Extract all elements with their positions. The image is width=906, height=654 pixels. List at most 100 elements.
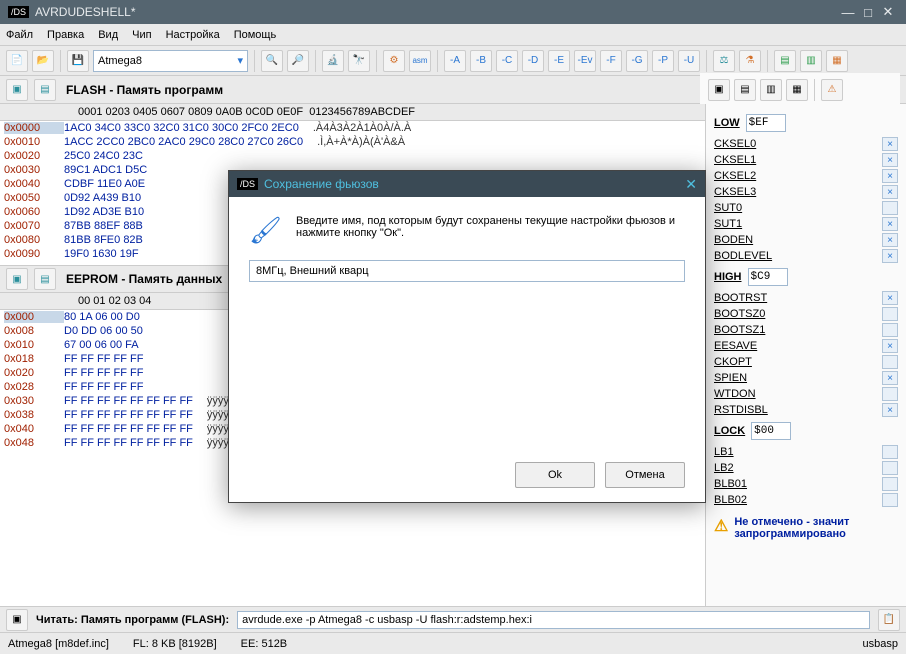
fuse-bit-checkbox[interactable]: × <box>882 291 898 305</box>
chip-select[interactable]: Atmega8▾ <box>93 50 248 72</box>
fuse-bit-row: SPIEN× <box>714 370 898 386</box>
dialog-close-icon[interactable]: ✕ <box>685 176 697 193</box>
menu-file[interactable]: Файл <box>6 29 33 41</box>
flash-btn-r2[interactable]: ▤ <box>734 79 756 101</box>
menu-settings[interactable]: Настройка <box>166 29 220 41</box>
fuse-bit-name: CKSEL2 <box>714 170 756 182</box>
flag-p[interactable]: -P <box>652 50 674 72</box>
fuse-bit-row: BODEN × <box>714 232 898 248</box>
flag-g[interactable]: -G <box>626 50 648 72</box>
fuse-bit-checkbox[interactable]: × <box>882 185 898 199</box>
brush-icon: 🖌 <box>249 215 282 246</box>
flash-btn-r1[interactable]: ▣ <box>708 79 730 101</box>
flash-btn-1[interactable]: ▣ <box>6 79 28 101</box>
fuse-bit-checkbox[interactable]: × <box>882 403 898 417</box>
fuse-bit-checkbox[interactable] <box>882 355 898 369</box>
minimize-button[interactable]: — <box>838 5 858 20</box>
fuse-value-input[interactable] <box>751 422 791 440</box>
dialog-message: Введите имя, под которым будут сохранены… <box>296 215 685 239</box>
flag-c[interactable]: -C <box>496 50 518 72</box>
save-icon[interactable]: 💾 <box>67 50 89 72</box>
app-icon: /DS <box>8 6 29 18</box>
fuse-bit-checkbox[interactable]: × <box>882 169 898 183</box>
dialog-titlebar: /DS Сохранение фьюзов ✕ <box>229 171 705 197</box>
flag-a[interactable]: -A <box>444 50 466 72</box>
menu-chip[interactable]: Чип <box>132 29 151 41</box>
fuse-value-input[interactable] <box>746 114 786 132</box>
fuse-bit-checkbox[interactable]: × <box>882 153 898 167</box>
flag-b[interactable]: -B <box>470 50 492 72</box>
cmd-copy-icon[interactable]: 📋 <box>878 609 900 631</box>
flag-f[interactable]: -F <box>600 50 622 72</box>
fuse-bit-checkbox[interactable] <box>882 201 898 215</box>
tool-icon-7[interactable]: ⚗ <box>739 50 761 72</box>
tool-icon-10[interactable]: ▦ <box>826 50 848 72</box>
fuse-bit-name: BODLEVEL <box>714 250 772 262</box>
menu-help[interactable]: Помощь <box>234 29 277 41</box>
fuse-bit-checkbox[interactable] <box>882 461 898 475</box>
flash-row[interactable]: 0x002025C0 24C0 23C <box>0 149 705 163</box>
fuse-bit-name: RSTDISBL <box>714 404 768 416</box>
main-toolbar: 📄 📂 💾 Atmega8▾ 🔍 🔎 🔬 🔭 ⚙ asm -A -B -C -D… <box>0 46 906 76</box>
tool-icon-2[interactable]: 🔎 <box>287 50 309 72</box>
fuse-bit-row: CKSEL2 × <box>714 168 898 184</box>
menu-edit[interactable]: Правка <box>47 29 84 41</box>
fuse-bit-checkbox[interactable]: × <box>882 217 898 231</box>
fuse-bit-checkbox[interactable] <box>882 477 898 491</box>
maximize-button[interactable]: □ <box>858 5 878 20</box>
fuse-value-input[interactable] <box>748 268 788 286</box>
cmd-input[interactable] <box>237 611 870 629</box>
dialog-title-text: Сохранение фьюзов <box>264 177 685 191</box>
fuse-bit-checkbox[interactable] <box>882 387 898 401</box>
fuse-bit-checkbox[interactable]: × <box>882 339 898 353</box>
asm-icon[interactable]: asm <box>409 50 431 72</box>
flash-label: FLASH - Память программ <box>66 83 223 97</box>
fuse-bit-checkbox[interactable]: × <box>882 137 898 151</box>
flag-ev[interactable]: -Ev <box>574 50 596 72</box>
flash-btn-r4[interactable]: ▦ <box>786 79 808 101</box>
tool-icon-3[interactable]: 🔬 <box>322 50 344 72</box>
tool-icon-6[interactable]: ⚖ <box>713 50 735 72</box>
flash-header: 0001 0203 0405 0607 0809 0A0B 0C0D 0E0F … <box>0 104 705 121</box>
ee-btn-2[interactable]: ▤ <box>34 268 56 290</box>
flag-d[interactable]: -D <box>522 50 544 72</box>
flash-btn-r3[interactable]: ▥ <box>760 79 782 101</box>
open-icon[interactable]: 📂 <box>32 50 54 72</box>
new-icon[interactable]: 📄 <box>6 50 28 72</box>
cmd-label: Читать: Память программ (FLASH): <box>36 614 229 626</box>
flash-btn-2[interactable]: ▤ <box>34 79 56 101</box>
cancel-button[interactable]: Отмена <box>605 462 685 488</box>
fuse-bit-checkbox[interactable] <box>882 323 898 337</box>
tool-icon-1[interactable]: 🔍 <box>261 50 283 72</box>
flash-row[interactable]: 0x00101ACC 2CC0 2BC0 2AC0 29C0 28C0 27C0… <box>0 135 705 149</box>
fuses-pane: LOWCKSEL0×CKSEL1×CKSEL2×CKSEL3×SUT0SUT1×… <box>706 104 906 606</box>
fuse-bit-row: BOOTSZ0 <box>714 306 898 322</box>
flash-btn-r5[interactable]: ⚠ <box>821 79 843 101</box>
tool-icon-5[interactable]: ⚙ <box>383 50 405 72</box>
fuse-name-input[interactable] <box>249 260 685 282</box>
ok-button[interactable]: Ok <box>515 462 595 488</box>
fuse-bit-checkbox[interactable]: × <box>882 233 898 247</box>
fuse-bit-name: BODEN <box>714 234 753 246</box>
fuse-bit-name: SUT0 <box>714 202 742 214</box>
menu-view[interactable]: Вид <box>98 29 118 41</box>
flash-toolbar: ▣ ▤ FLASH - Память программ ▣ ▤ ▥ ▦ ⚠ <box>0 76 906 104</box>
tool-icon-9[interactable]: ▥ <box>800 50 822 72</box>
fuse-bit-row: BOOTSZ1 <box>714 322 898 338</box>
tool-icon-4[interactable]: 🔭 <box>348 50 370 72</box>
fuse-bit-checkbox[interactable] <box>882 307 898 321</box>
fuse-bit-checkbox[interactable]: × <box>882 249 898 263</box>
flag-e[interactable]: -E <box>548 50 570 72</box>
cmd-icon[interactable]: ▣ <box>6 609 28 631</box>
fuse-bit-row: RSTDISBL × <box>714 402 898 418</box>
fuse-bit-checkbox[interactable] <box>882 493 898 507</box>
close-button[interactable]: ✕ <box>878 4 898 20</box>
flag-u[interactable]: -U <box>678 50 700 72</box>
fuse-bit-name: BOOTSZ0 <box>714 308 765 320</box>
ee-btn-1[interactable]: ▣ <box>6 268 28 290</box>
tool-icon-8[interactable]: ▤ <box>774 50 796 72</box>
flash-row[interactable]: 0x00001AC0 34C0 33C0 32C0 31C0 30C0 2FC0… <box>0 121 705 135</box>
fuse-bit-checkbox[interactable]: × <box>882 371 898 385</box>
fuse-bit-checkbox[interactable] <box>882 445 898 459</box>
status-chip: Atmega8 [m8def.inc] <box>8 638 109 650</box>
